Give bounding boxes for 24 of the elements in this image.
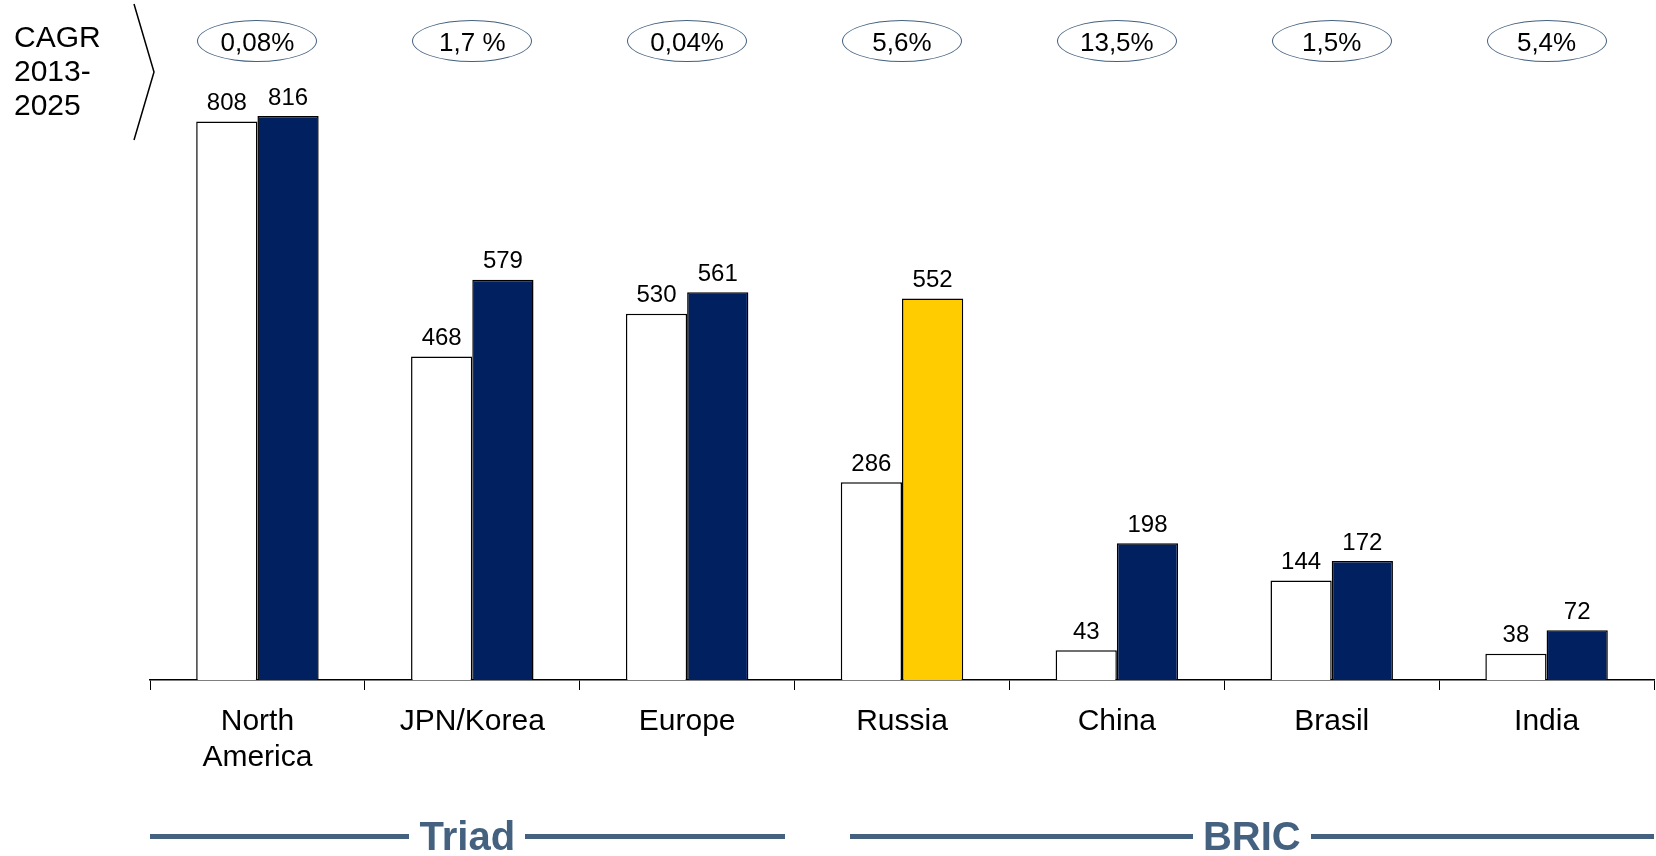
text: BRIC <box>1201 813 1302 856</box>
data-label: 286 <box>851 448 892 476</box>
text: Triad <box>418 813 517 856</box>
data-label: 468 <box>421 323 462 351</box>
data-label: 198 <box>1127 509 1168 537</box>
data-label: 816 <box>268 82 309 110</box>
data-label: 530 <box>636 280 677 308</box>
data-label: 552 <box>912 265 953 293</box>
data-label: 72 <box>1563 596 1591 624</box>
x-tick-label: JPN/Korea <box>399 703 546 737</box>
text: CAGR 2013-2025 <box>14 20 101 122</box>
x-tick-label: North America <box>202 703 313 773</box>
x-tick-label: Brasil <box>1294 703 1370 737</box>
data-label: 38 <box>1502 620 1530 648</box>
x-tick-label: Europe <box>638 703 736 737</box>
data-label: 808 <box>206 88 247 116</box>
x-tick-label: China <box>1077 703 1157 737</box>
data-label: 144 <box>1281 547 1322 575</box>
data-label: 43 <box>1072 616 1100 644</box>
x-tick-label: India <box>1514 703 1580 737</box>
data-label: 172 <box>1342 527 1383 555</box>
data-label: 561 <box>697 258 738 286</box>
x-tick-label: Russia <box>856 703 949 737</box>
data-label: 579 <box>482 246 523 274</box>
